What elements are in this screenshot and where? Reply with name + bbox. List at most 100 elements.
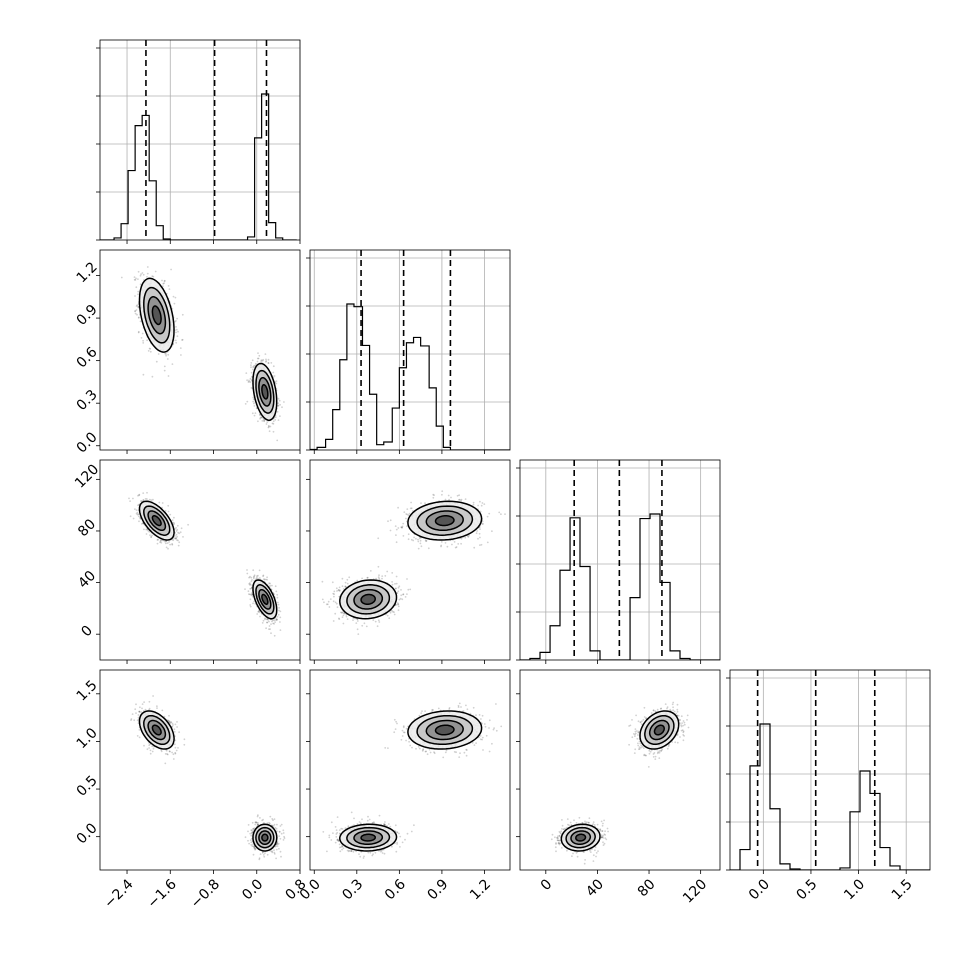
sample-point <box>249 598 252 601</box>
sample-point <box>466 535 469 538</box>
sample-point <box>276 593 279 596</box>
sample-point <box>395 582 398 585</box>
sample-point <box>160 541 163 544</box>
sample-point <box>407 533 410 536</box>
sample-point <box>249 604 252 606</box>
sample-point <box>139 283 142 286</box>
sample-point <box>134 312 137 315</box>
sample-point <box>263 420 265 423</box>
sample-point <box>401 526 404 529</box>
sample-point <box>252 602 254 605</box>
sample-point <box>464 498 467 500</box>
sample-point <box>361 624 364 627</box>
sample-point <box>144 498 147 500</box>
sample-point <box>478 532 481 535</box>
sample-point <box>167 504 170 507</box>
sample-point <box>410 507 413 510</box>
sample-point <box>472 503 475 506</box>
sample-point <box>268 625 271 627</box>
sample-point <box>137 290 140 293</box>
sample-point <box>137 330 140 333</box>
sample-point <box>273 375 276 377</box>
sample-point <box>141 272 144 274</box>
sample-point <box>395 534 397 536</box>
sample-point <box>149 350 152 353</box>
sample-point <box>263 578 266 581</box>
sample-point <box>173 522 176 524</box>
sample-point <box>257 574 259 577</box>
sample-point <box>342 622 345 625</box>
sample-point <box>150 535 153 538</box>
sample-point <box>275 590 278 593</box>
sample-point <box>276 618 278 621</box>
sample-point <box>334 612 337 615</box>
sample-point <box>481 520 484 523</box>
panel-0-0 <box>96 39 301 244</box>
sample-point <box>391 609 393 612</box>
sample-point <box>267 426 270 429</box>
sample-point <box>151 275 154 277</box>
sample-point <box>140 500 142 502</box>
sample-point <box>249 584 251 586</box>
sample-point <box>249 587 252 590</box>
sample-point <box>481 523 484 525</box>
y-tick-label: 0.0 <box>74 429 101 456</box>
sample-point <box>342 588 345 590</box>
sample-point <box>139 274 142 277</box>
sample-point <box>415 537 417 540</box>
sample-point <box>167 547 169 550</box>
sample-point <box>249 593 251 596</box>
sample-point <box>283 401 285 403</box>
y-tick-label: 0.6 <box>74 344 101 371</box>
sample-point <box>175 341 178 344</box>
sample-point <box>486 515 489 518</box>
sample-point <box>277 603 280 606</box>
sample-point <box>155 360 158 363</box>
contour-line <box>425 510 464 532</box>
sample-point <box>166 358 169 360</box>
contour-line <box>434 515 455 527</box>
sample-point <box>269 425 272 428</box>
sample-point <box>151 534 154 537</box>
sample-point <box>265 578 267 581</box>
sample-point <box>479 536 481 539</box>
sample-point <box>413 536 415 539</box>
sample-point <box>268 430 271 433</box>
sample-point <box>406 508 409 510</box>
sample-point <box>142 273 145 276</box>
sample-point <box>249 605 252 608</box>
sample-point <box>260 416 263 419</box>
sample-point <box>146 276 148 278</box>
sample-point <box>245 372 248 374</box>
sample-point <box>138 316 140 319</box>
sample-point <box>498 511 501 514</box>
sample-point <box>252 576 255 579</box>
sample-point <box>150 536 153 539</box>
sample-point <box>253 402 255 405</box>
sample-point <box>262 619 265 622</box>
panel-frame <box>99 459 301 661</box>
sample-point <box>248 576 251 579</box>
sample-point <box>265 358 267 361</box>
sample-point <box>272 371 275 374</box>
sample-point <box>176 524 179 527</box>
sample-point <box>251 412 254 415</box>
sample-point <box>250 387 253 389</box>
sample-point <box>433 494 435 496</box>
sample-point <box>447 494 450 497</box>
sample-point <box>175 326 177 328</box>
sample-point <box>146 498 148 500</box>
sample-point <box>244 588 246 590</box>
sample-point <box>408 512 411 515</box>
sample-point <box>161 502 164 504</box>
sample-point <box>129 515 132 518</box>
sample-point <box>387 520 389 523</box>
sample-point <box>134 508 136 510</box>
sample-point <box>157 353 160 355</box>
sample-point <box>137 293 140 296</box>
sample-point <box>397 603 399 606</box>
sample-point <box>274 419 277 421</box>
sample-point <box>244 403 247 405</box>
sample-point <box>331 581 334 584</box>
